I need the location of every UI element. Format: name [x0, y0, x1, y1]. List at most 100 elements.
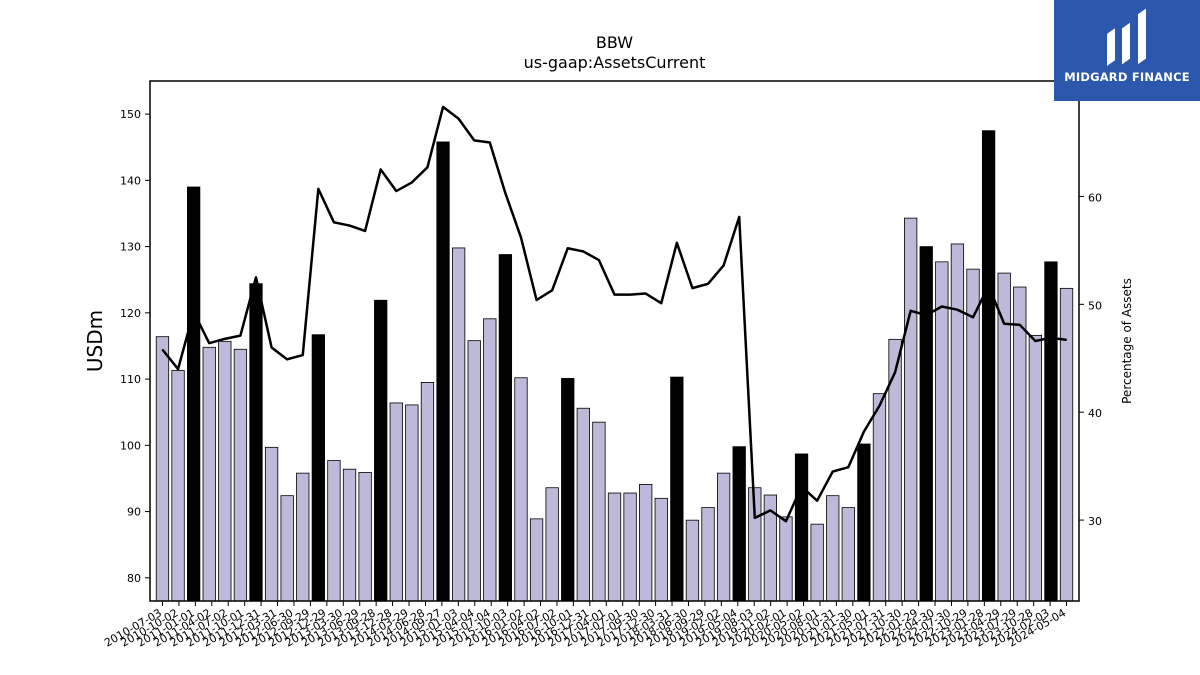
bar	[639, 484, 653, 602]
bar	[451, 247, 466, 602]
bar	[311, 334, 325, 602]
line-point	[177, 368, 179, 370]
line-point	[785, 520, 787, 522]
bar	[514, 377, 528, 602]
bar	[779, 516, 793, 602]
line-point	[286, 358, 288, 360]
line-point	[239, 335, 242, 337]
line-point	[380, 168, 382, 171]
line-point	[567, 247, 569, 249]
y2-tick-label: 60	[1088, 191, 1102, 204]
bar	[187, 186, 201, 602]
bar	[498, 254, 513, 602]
chart-subtitle: us-gaap:AssetsCurrent	[524, 53, 706, 72]
bar	[529, 518, 544, 602]
bar	[155, 336, 170, 602]
midgard-finance-logo: MIDGARD FINANCE	[1054, 0, 1200, 101]
line-point	[1019, 324, 1021, 326]
line-point	[442, 106, 444, 108]
line-point	[738, 216, 740, 218]
line-point	[504, 192, 506, 194]
line-point	[535, 299, 538, 301]
y2-tick-label: 40	[1088, 407, 1102, 420]
bar	[389, 402, 403, 602]
line-point	[582, 250, 584, 253]
line-point	[972, 316, 974, 318]
bar	[1059, 287, 1074, 602]
bar	[966, 268, 980, 602]
line-point	[348, 224, 351, 227]
line-point	[1034, 340, 1036, 342]
logo-text: MIDGARD FINANCE	[1064, 70, 1190, 84]
bar	[919, 246, 933, 602]
bar	[1013, 286, 1027, 602]
logo-mark-icon	[1107, 8, 1146, 66]
bar	[561, 378, 575, 602]
line-point	[1003, 323, 1005, 325]
bar	[1028, 334, 1042, 602]
bar	[670, 376, 684, 602]
line-point	[660, 302, 662, 304]
bar	[233, 348, 248, 602]
line-point	[723, 264, 725, 267]
line-point	[426, 166, 429, 168]
line-point	[956, 309, 959, 311]
y2-tick-label: 30	[1088, 515, 1102, 528]
line-point	[395, 190, 397, 192]
line-point	[598, 259, 600, 261]
x-axis: 2010-07-032010-10-022011-01-012011-04-02…	[102, 601, 1068, 650]
bar	[342, 468, 357, 602]
bar	[467, 340, 481, 602]
bar	[716, 472, 731, 602]
bar	[592, 421, 606, 602]
line-point	[847, 466, 849, 468]
bar	[826, 495, 840, 602]
bar	[420, 381, 435, 602]
y-tick-label: 110	[120, 373, 141, 386]
line-point	[473, 139, 475, 141]
bar	[935, 261, 949, 602]
y-tick-label: 80	[127, 572, 141, 585]
bar	[483, 318, 497, 602]
line-point	[255, 276, 257, 278]
bar	[888, 338, 902, 602]
line-point	[1050, 337, 1052, 339]
bar	[841, 507, 855, 602]
bar	[327, 460, 341, 602]
line-point	[691, 287, 694, 289]
line-point	[863, 431, 865, 433]
y2-axis-label: Percentage of Assets	[1120, 278, 1134, 404]
bar	[280, 495, 294, 602]
chart-title: BBW	[596, 33, 633, 52]
line-point	[551, 289, 553, 291]
line-point	[754, 517, 756, 519]
bar	[981, 130, 996, 602]
line-point	[910, 310, 912, 312]
line-point	[520, 236, 522, 239]
line-point	[317, 188, 319, 190]
plot-frame	[149, 80, 1080, 602]
line-point	[193, 311, 195, 313]
line-point	[458, 118, 460, 120]
line-point	[707, 283, 709, 285]
bar	[374, 299, 388, 602]
y-tick-label: 100	[120, 439, 141, 452]
line-point	[270, 346, 273, 349]
line-point	[645, 292, 647, 295]
line-point	[832, 470, 834, 473]
bar-series	[155, 130, 1074, 602]
bar	[264, 446, 279, 602]
y-axis-label: USDm	[83, 310, 107, 372]
line-point	[208, 342, 210, 344]
line-point	[894, 371, 896, 373]
line-point	[800, 486, 803, 488]
line-point	[941, 305, 943, 308]
line-point	[489, 141, 491, 144]
bar	[872, 393, 887, 602]
line-point	[925, 314, 927, 316]
bar	[218, 340, 232, 602]
bar	[607, 492, 622, 602]
line-point	[613, 294, 616, 296]
line-point	[987, 285, 990, 287]
